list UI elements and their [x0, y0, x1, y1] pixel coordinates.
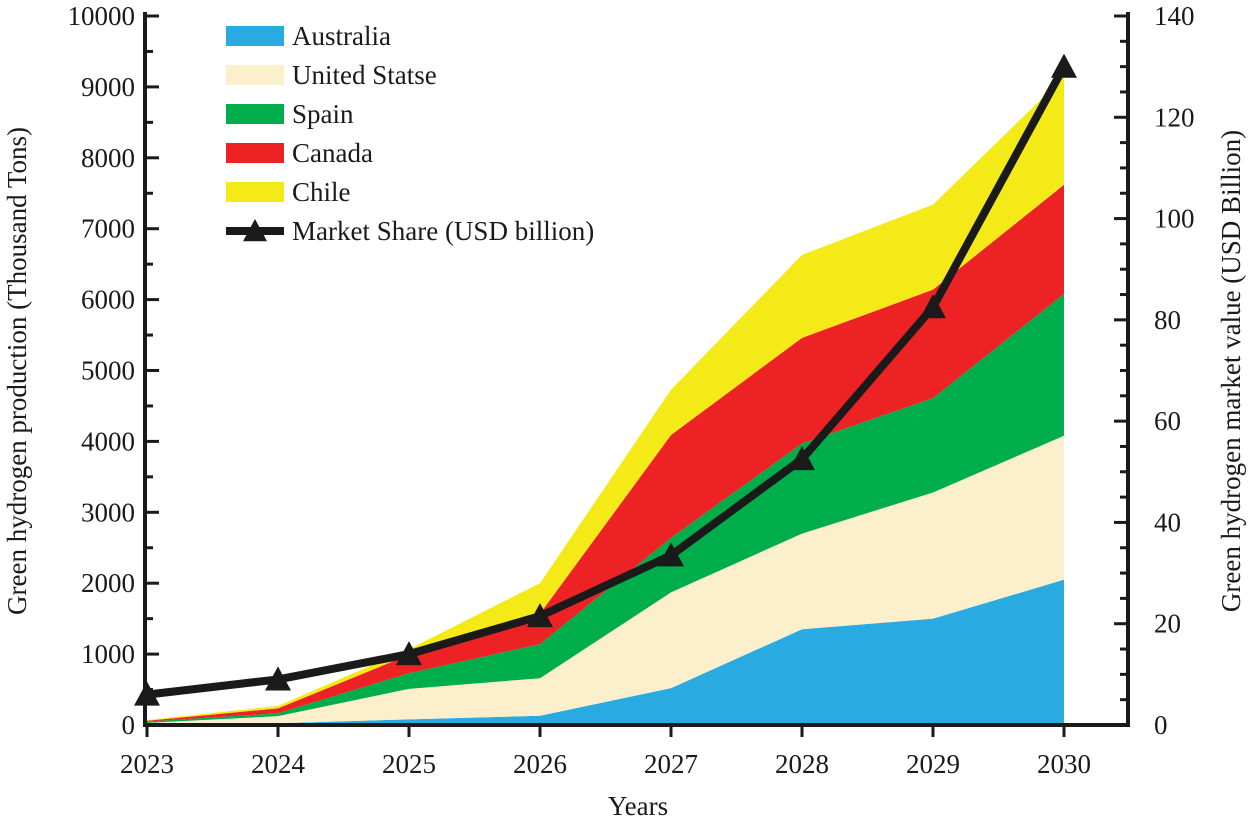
y-tick-label: 1000	[81, 639, 135, 669]
y-tick-label: 2000	[81, 568, 135, 598]
y2-tick-label: 0	[1154, 710, 1168, 740]
market-share-line	[146, 64, 1068, 699]
x-axis-label: Years	[608, 791, 668, 821]
legend-swatch-spain	[226, 104, 284, 124]
y-tick-label: 5000	[81, 356, 135, 386]
market-line-layer	[134, 53, 1077, 706]
x-tick-label: 2025	[382, 749, 436, 779]
x-tick-label: 2023	[120, 749, 174, 779]
y-tick-label: 9000	[81, 72, 135, 102]
y2-axis-label: Green hydrogen market value (USD Billion…	[1216, 130, 1246, 612]
y-tick-label: 10000	[68, 1, 136, 31]
area-australia	[147, 579, 1064, 725]
y2-tick-label: 60	[1154, 406, 1181, 436]
legend-swatch-australia	[226, 26, 284, 46]
x-tick-label: 2030	[1037, 749, 1091, 779]
x-tick-label: 2028	[775, 749, 829, 779]
y-tick-label: 8000	[81, 143, 135, 173]
legend-label: Spain	[292, 99, 354, 129]
area-spain	[147, 293, 1064, 723]
y-axis-label: Green hydrogen production (Thousand Tons…	[2, 127, 32, 615]
market-point-2030	[1051, 53, 1077, 78]
x-tick-label: 2029	[906, 749, 960, 779]
legend: Australia United Statse Spain Canada Chile Ma…	[226, 21, 594, 246]
legend-label: Australia	[292, 21, 391, 51]
y-tick-label: 0	[122, 710, 136, 740]
y2-tick-label: 140	[1154, 1, 1195, 31]
legend-label: Market Share (USD billion)	[292, 216, 594, 246]
market-point-2026	[527, 603, 553, 628]
market-point-2024	[265, 666, 291, 691]
legend-swatch-united-statse	[226, 65, 284, 85]
market-point-2025	[396, 641, 422, 666]
axes: 0100020003000400050006000700080009000100…	[68, 1, 1195, 779]
y-tick-label: 6000	[81, 285, 135, 315]
market-point-2029	[920, 294, 946, 319]
y2-tick-label: 20	[1154, 609, 1181, 639]
market-point-2028	[789, 446, 815, 471]
y2-tick-label: 100	[1154, 204, 1195, 234]
legend-label: Chile	[292, 177, 351, 207]
x-tick-label: 2026	[513, 749, 567, 779]
x-tick-label: 2027	[644, 749, 698, 779]
x-tick-label: 2024	[251, 749, 306, 779]
y-tick-label: 3000	[81, 497, 135, 527]
legend-label: United Statse	[292, 60, 437, 90]
y2-tick-label: 40	[1154, 507, 1181, 537]
legend-swatch-canada	[226, 143, 284, 163]
legend-label: Canada	[292, 138, 373, 168]
y-tick-label: 7000	[81, 214, 135, 244]
market-point-2027	[658, 542, 684, 567]
area-united-statse	[147, 435, 1064, 725]
legend-swatch-chile	[226, 182, 284, 202]
stacked-areas	[147, 76, 1064, 725]
y-tick-label: 4000	[81, 426, 135, 456]
y2-tick-label: 120	[1154, 102, 1195, 132]
y2-tick-label: 80	[1154, 305, 1181, 335]
legend-triangle-icon	[243, 219, 267, 242]
